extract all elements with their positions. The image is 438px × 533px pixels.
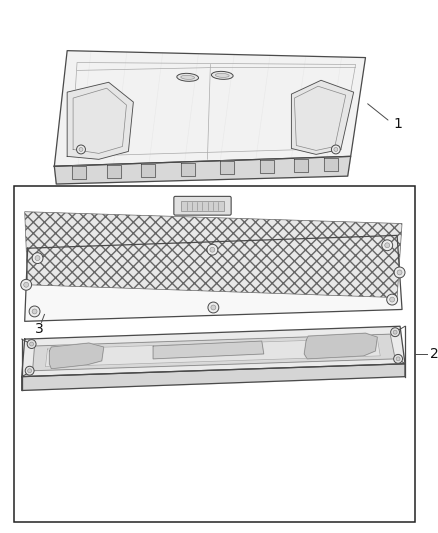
Circle shape — [28, 369, 32, 373]
Circle shape — [25, 366, 34, 375]
Circle shape — [35, 256, 40, 261]
Circle shape — [382, 240, 392, 251]
Circle shape — [30, 342, 34, 346]
Circle shape — [207, 244, 218, 255]
Polygon shape — [72, 166, 86, 179]
Polygon shape — [25, 212, 402, 297]
Circle shape — [387, 294, 398, 305]
Polygon shape — [260, 160, 274, 173]
Circle shape — [210, 247, 215, 252]
Circle shape — [394, 354, 403, 364]
Ellipse shape — [177, 74, 198, 82]
Polygon shape — [107, 165, 120, 178]
Circle shape — [211, 305, 216, 310]
Circle shape — [391, 328, 399, 337]
Polygon shape — [54, 51, 365, 166]
Circle shape — [332, 145, 340, 154]
Bar — [181, 201, 224, 211]
Circle shape — [393, 330, 397, 334]
Circle shape — [24, 282, 28, 287]
Circle shape — [29, 306, 40, 317]
Circle shape — [390, 297, 395, 302]
Polygon shape — [67, 82, 133, 159]
Polygon shape — [22, 326, 405, 377]
Ellipse shape — [215, 74, 229, 77]
Polygon shape — [181, 163, 194, 175]
Polygon shape — [324, 158, 338, 171]
Circle shape — [32, 253, 43, 263]
Circle shape — [77, 145, 85, 154]
Circle shape — [79, 148, 83, 151]
Circle shape — [208, 302, 219, 313]
Polygon shape — [54, 156, 351, 184]
Polygon shape — [25, 236, 402, 321]
Circle shape — [397, 270, 402, 275]
Ellipse shape — [181, 75, 194, 79]
Bar — [14, 186, 415, 522]
FancyBboxPatch shape — [174, 196, 231, 215]
Polygon shape — [22, 364, 405, 391]
Polygon shape — [291, 80, 353, 155]
Circle shape — [27, 340, 36, 349]
Polygon shape — [153, 341, 264, 359]
Polygon shape — [294, 159, 308, 172]
Circle shape — [396, 357, 400, 361]
Text: 3: 3 — [35, 322, 43, 336]
Circle shape — [32, 309, 37, 314]
Circle shape — [394, 267, 405, 278]
Polygon shape — [32, 334, 395, 371]
Polygon shape — [220, 161, 234, 174]
Text: 2: 2 — [430, 347, 438, 361]
Circle shape — [334, 148, 338, 151]
Polygon shape — [49, 343, 104, 369]
Text: 1: 1 — [393, 117, 402, 131]
Circle shape — [21, 279, 32, 290]
Circle shape — [385, 243, 390, 248]
Polygon shape — [46, 338, 380, 367]
Polygon shape — [304, 333, 378, 359]
Polygon shape — [141, 164, 155, 177]
Ellipse shape — [212, 71, 233, 79]
